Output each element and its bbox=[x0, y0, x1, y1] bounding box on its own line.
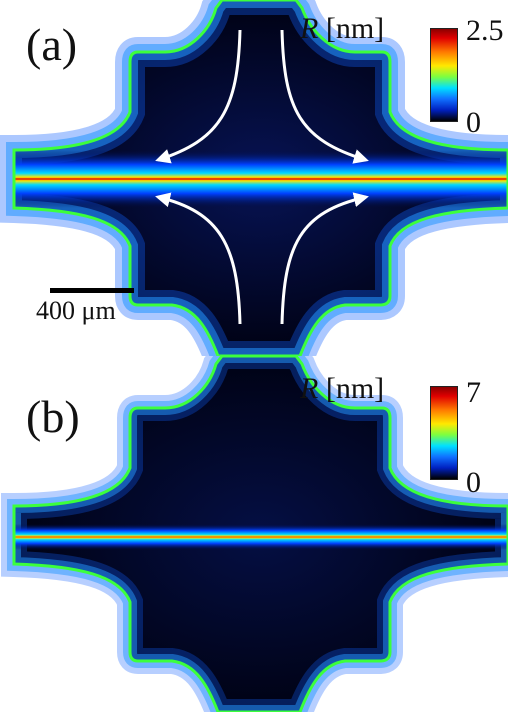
colorbar-title-b: R [nm] bbox=[300, 374, 384, 404]
panel-b: (b) R [nm] 7 0 bbox=[0, 356, 508, 712]
panel-a: (a) R [nm] 2.5 0 400 μm bbox=[0, 0, 508, 356]
colorbar-a bbox=[430, 28, 458, 122]
colorbar-unit-b: [nm] bbox=[325, 372, 385, 405]
reflectance-map-b bbox=[0, 356, 508, 712]
colorbar-min-b: 0 bbox=[466, 466, 481, 499]
colorbar-unit-a: [nm] bbox=[325, 12, 385, 45]
scale-bar-label: 400 μm bbox=[36, 296, 116, 325]
panel-label-b: (b) bbox=[26, 391, 80, 442]
panel-label-a: (a) bbox=[26, 19, 78, 70]
flow-arrow-bottom-left bbox=[155, 192, 242, 325]
colorbar-symbol-a: R bbox=[300, 12, 319, 45]
colorbar-title-a: R [nm] bbox=[300, 14, 384, 44]
scale-bar bbox=[50, 288, 134, 293]
colorbar-b bbox=[430, 386, 458, 480]
flow-arrow-bottom-right bbox=[280, 192, 369, 325]
colorbar-max-b: 7 bbox=[466, 376, 481, 409]
flow-arrow-top-left bbox=[155, 29, 242, 164]
reflectance-map-a bbox=[0, 0, 508, 356]
flow-arrow-top-right bbox=[280, 29, 369, 164]
colorbar-symbol-b: R bbox=[300, 372, 319, 405]
colorbar-min-a: 0 bbox=[466, 106, 481, 139]
colorbar-max-a: 2.5 bbox=[466, 14, 504, 47]
